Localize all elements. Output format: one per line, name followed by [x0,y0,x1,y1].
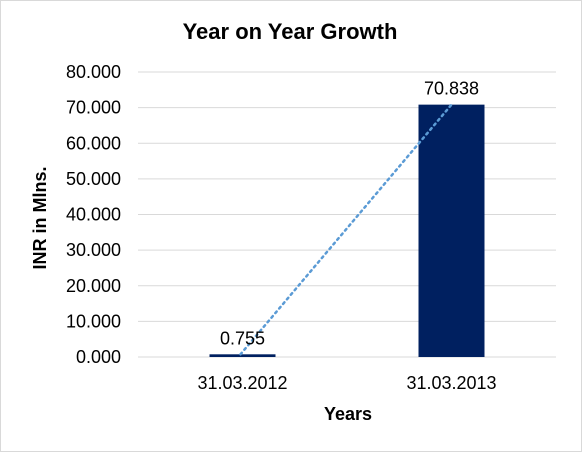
y-tick-label: 80.000 [66,62,121,82]
x-tick-label: 31.03.2013 [406,373,496,393]
data-labels: 0.755 70.838 [220,79,479,349]
trendline [239,103,453,356]
y-tick-label: 0.000 [76,347,121,367]
bars [209,104,485,358]
data-label: 70.838 [424,79,479,99]
bar-31.03.2012 [209,354,276,357]
y-tick-label: 20.000 [66,276,121,296]
y-tick-label: 40.000 [66,205,121,225]
bar-31.03.2013 [418,104,485,358]
y-tick-label: 10.000 [66,311,121,331]
x-axis-ticks: 31.03.2012 31.03.2013 [197,373,496,393]
gridlines [138,71,556,358]
y-tick-label: 70.000 [66,98,121,118]
x-tick-label: 31.03.2012 [197,373,287,393]
y-axis-title: INR in Mlns. [30,167,50,270]
y-axis-ticks: 0.000 10.000 20.000 30.000 40.000 50.000 60.00… [66,62,121,367]
y-tick-label: 30.000 [66,240,121,260]
trendline-line [239,103,453,356]
y-tick-label: 50.000 [66,169,121,189]
chart-title: Year on Year Growth [183,19,398,44]
x-axis-title: Years [324,404,372,424]
y-tick-label: 60.000 [66,133,121,153]
data-label: 0.755 [220,328,265,348]
